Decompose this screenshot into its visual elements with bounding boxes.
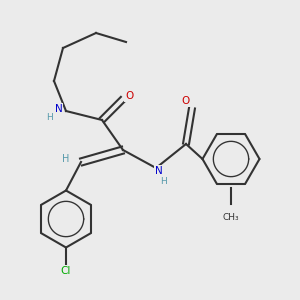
- Text: O: O: [182, 95, 190, 106]
- Text: N: N: [55, 104, 62, 115]
- Text: Cl: Cl: [61, 266, 71, 277]
- Text: H: H: [160, 177, 167, 186]
- Text: H: H: [62, 154, 70, 164]
- Text: H: H: [46, 112, 53, 122]
- Text: O: O: [125, 91, 133, 101]
- Text: CH₃: CH₃: [223, 213, 239, 222]
- Text: N: N: [155, 166, 163, 176]
